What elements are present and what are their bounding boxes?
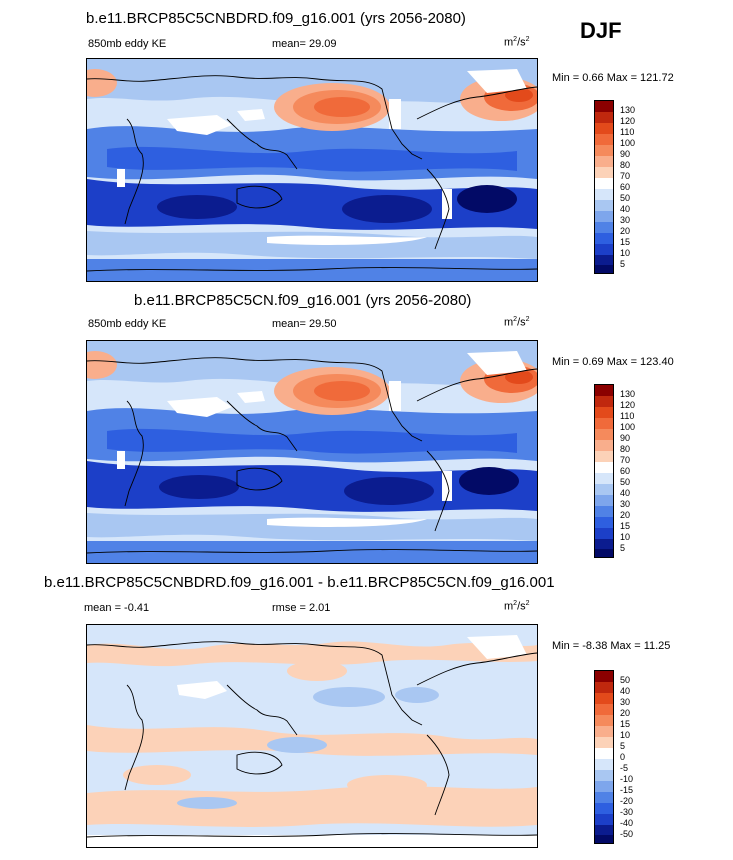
colorbar-tick: 70 bbox=[620, 171, 631, 181]
panel3-units: m2/s2 bbox=[504, 600, 530, 613]
colorbar-tick: 0 bbox=[620, 752, 626, 762]
panel2-mean: mean= 29.50 bbox=[272, 318, 337, 330]
colorbar-tick: 120 bbox=[620, 116, 636, 126]
colorbar-tick: -20 bbox=[620, 796, 634, 806]
colorbar-tick: 50 bbox=[620, 675, 631, 685]
colorbar-tick: 15 bbox=[620, 719, 631, 729]
colorbar-tick: 10 bbox=[620, 730, 631, 740]
colorbar-tick: 60 bbox=[620, 466, 631, 476]
panel3-map-svg bbox=[87, 625, 537, 847]
colorbar-tick: 15 bbox=[620, 237, 631, 247]
panel1-map bbox=[86, 58, 538, 282]
colorbar-tick: 90 bbox=[620, 149, 631, 159]
panel1-title: b.e11.BRCP85C5CNBDRD.f09_g16.001 (yrs 20… bbox=[86, 10, 466, 27]
colorbar-tick: -50 bbox=[620, 829, 634, 839]
colorbar-tick: -5 bbox=[620, 763, 629, 773]
panel2-left-label: 850mb eddy KE bbox=[88, 318, 167, 330]
colorbar-tick: 40 bbox=[620, 204, 631, 214]
colorbar-tick: 20 bbox=[620, 708, 631, 718]
colorbar-tick: 10 bbox=[620, 248, 631, 258]
colorbar-tick: 40 bbox=[620, 488, 631, 498]
colorbar-tick: 15 bbox=[620, 521, 631, 531]
colorbar-tick: 40 bbox=[620, 686, 631, 696]
panel1-mean: mean= 29.09 bbox=[272, 38, 337, 50]
panel2-title: b.e11.BRCP85C5CN.f09_g16.001 (yrs 2056-2… bbox=[134, 292, 472, 309]
panel3-minmax: Min = -8.38 Max = 11.25 bbox=[552, 640, 671, 652]
panel3-map bbox=[86, 624, 538, 848]
colorbar-tick: 50 bbox=[620, 477, 631, 487]
panel2-units: m2/s2 bbox=[504, 316, 530, 329]
colorbar-tick: 120 bbox=[620, 400, 636, 410]
panel2-map bbox=[86, 340, 538, 564]
panel3-title: b.e11.BRCP85C5CNBDRD.f09_g16.001 - b.e11… bbox=[44, 574, 555, 591]
colorbar-tick: 5 bbox=[620, 543, 626, 553]
colorbar-tick: 30 bbox=[620, 215, 631, 225]
colorbar-tick: 80 bbox=[620, 444, 631, 454]
colorbar-tick: -40 bbox=[620, 818, 634, 828]
panel1-left-label: 850mb eddy KE bbox=[88, 38, 167, 50]
panel3-rmse: rmse = 2.01 bbox=[272, 602, 331, 614]
colorbar-tick: 5 bbox=[620, 259, 626, 269]
colorbar-tick: 20 bbox=[620, 226, 631, 236]
colorbar-tick: 30 bbox=[620, 499, 631, 509]
colorbar-tick: 110 bbox=[620, 127, 635, 137]
panel1-minmax: Min = 0.66 Max = 121.72 bbox=[552, 72, 674, 84]
panel2-map-svg bbox=[87, 341, 537, 563]
colorbar-tick: 60 bbox=[620, 182, 631, 192]
colorbar-tick: 50 bbox=[620, 193, 631, 203]
colorbar-tick: 5 bbox=[620, 741, 626, 751]
colorbar-tick: 130 bbox=[620, 389, 636, 399]
colorbar-tick: 110 bbox=[620, 411, 635, 421]
colorbar-tick: 130 bbox=[620, 105, 636, 115]
colorbar-tick: -30 bbox=[620, 807, 634, 817]
colorbar-tick: -10 bbox=[620, 774, 634, 784]
panel2-minmax: Min = 0.69 Max = 123.40 bbox=[552, 356, 674, 368]
panel1-map-svg bbox=[87, 59, 537, 281]
colorbar-tick: 20 bbox=[620, 510, 631, 520]
colorbar-tick: 70 bbox=[620, 455, 631, 465]
colorbar-tick: 30 bbox=[620, 697, 631, 707]
season-label: DJF bbox=[580, 18, 622, 43]
colorbar-tick: -15 bbox=[620, 785, 634, 795]
colorbar-tick: 10 bbox=[620, 532, 631, 542]
panel3-mean: mean = -0.41 bbox=[84, 602, 150, 614]
colorbar-tick: 100 bbox=[620, 138, 636, 148]
colorbar-tick: 90 bbox=[620, 433, 631, 443]
colorbar-tick: 80 bbox=[620, 160, 631, 170]
colorbar-tick: 100 bbox=[620, 422, 636, 432]
panel1-units: m2/s2 bbox=[504, 36, 530, 49]
